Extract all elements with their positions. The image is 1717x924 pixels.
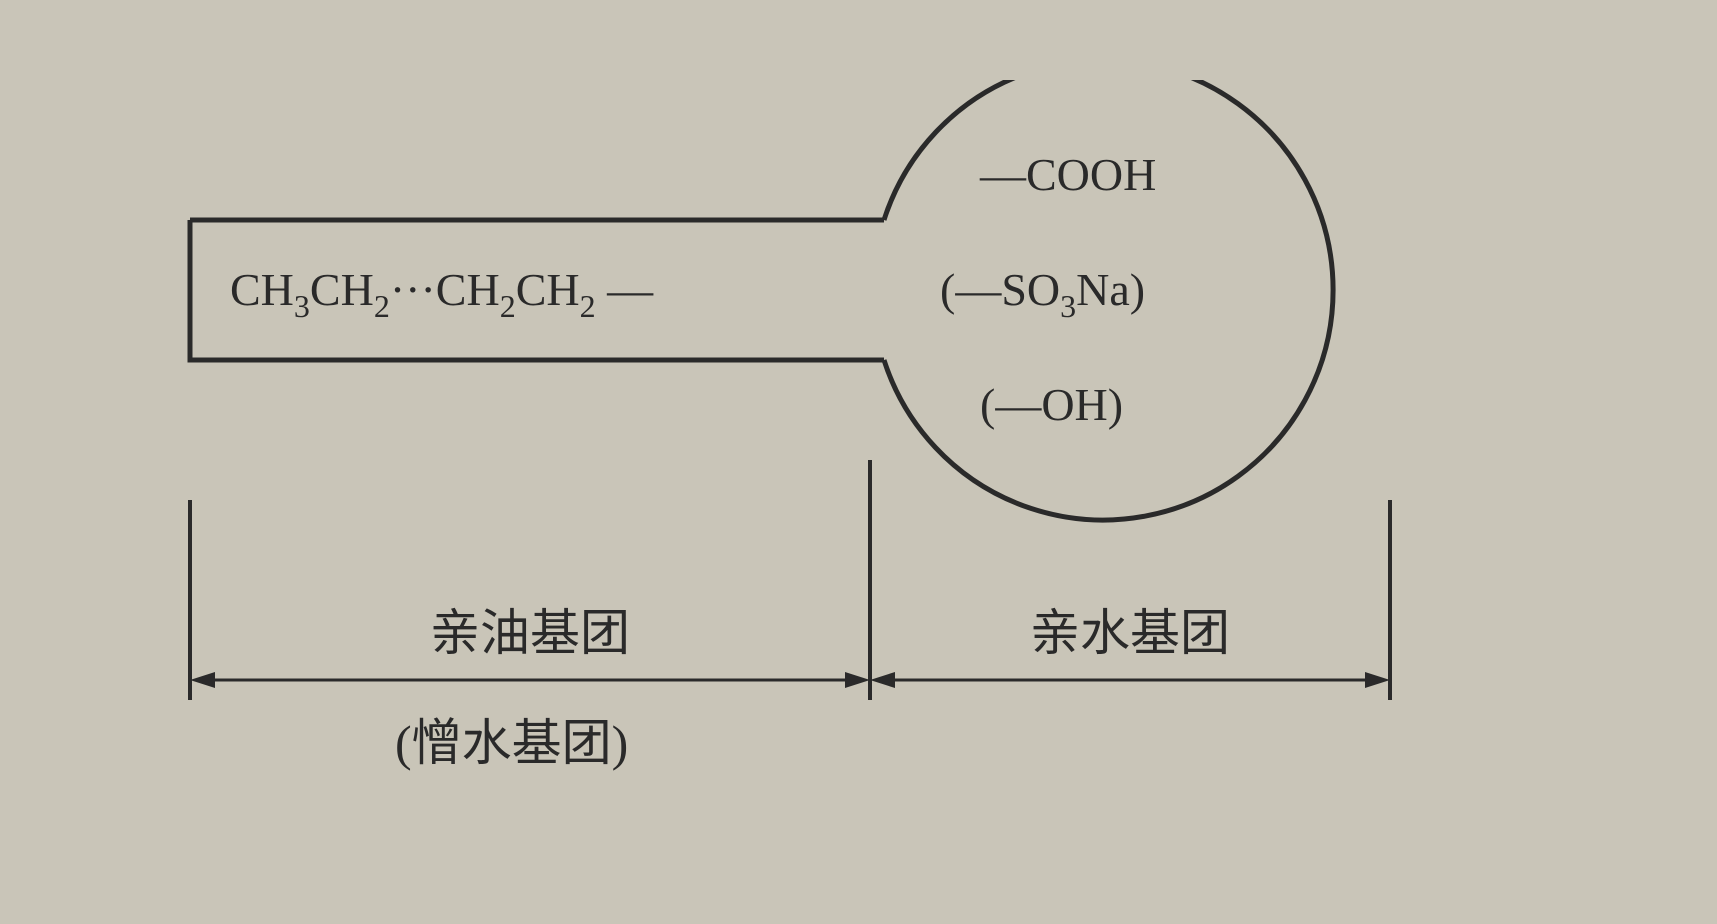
- cooh-text: COOH: [1026, 149, 1156, 200]
- hydrophobic-label: (憎水基团): [395, 715, 628, 771]
- lipophilic-label: 亲油基团: [430, 605, 630, 661]
- diagram-svg: CH3CH2···CH2CH2 — —COOH (—SO3Na) (—OH): [150, 80, 1550, 880]
- formula-sub2c: 2: [580, 288, 596, 324]
- formula-ch3: CH: [230, 264, 294, 315]
- tail-formula: CH3CH2···CH2CH2 —: [230, 264, 654, 324]
- formula-sub2a: 2: [374, 288, 390, 324]
- right-arrow-end: [1365, 672, 1390, 688]
- formula-bond: —: [596, 264, 655, 315]
- formula-dots: ···: [390, 264, 436, 315]
- oh-prefix: —: [994, 379, 1042, 430]
- so3na-close: ): [1130, 264, 1145, 315]
- formula-sub3: 3: [294, 288, 310, 324]
- so3na-na: Na: [1076, 264, 1130, 315]
- right-arrow-start: [870, 672, 895, 688]
- head-group-cooh: —COOH: [979, 149, 1156, 200]
- oh-open: (: [980, 379, 995, 430]
- so3na-so: SO: [1001, 264, 1060, 315]
- left-arrow-end: [845, 672, 870, 688]
- head-group-oh: (—OH): [980, 379, 1123, 430]
- oh-text: OH: [1041, 379, 1107, 430]
- hydrophilic-label: 亲水基团: [1030, 605, 1230, 661]
- formula-ch2a: CH: [310, 264, 374, 315]
- left-arrow-start: [190, 672, 215, 688]
- formula-ch2b: CH: [436, 264, 500, 315]
- formula-ch2c: CH: [516, 264, 580, 315]
- formula-sub2b: 2: [500, 288, 516, 324]
- surfactant-diagram: CH3CH2···CH2CH2 — —COOH (—SO3Na) (—OH): [150, 80, 1550, 880]
- so3na-sub: 3: [1060, 288, 1076, 324]
- oh-close: ): [1108, 379, 1123, 430]
- so3na-open: (: [940, 264, 955, 315]
- head-group-so3na: (—SO3Na): [940, 264, 1145, 324]
- so3na-prefix: —: [954, 264, 1002, 315]
- cooh-prefix: —: [979, 149, 1027, 200]
